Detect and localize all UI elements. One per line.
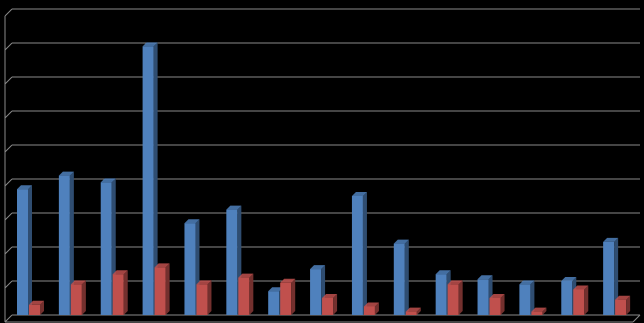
bar-top [17, 185, 32, 190]
bar [112, 274, 124, 315]
bar-top [310, 265, 326, 270]
bar [363, 306, 375, 315]
bar-side [207, 280, 212, 315]
bar [58, 175, 70, 315]
bar-top [70, 280, 86, 285]
bar-side [626, 295, 631, 315]
bar [238, 277, 250, 315]
bar-side [614, 237, 619, 315]
bar-side [458, 280, 463, 315]
bar [154, 267, 166, 315]
bar-top [29, 300, 44, 305]
bar [615, 299, 627, 315]
bar-top [393, 239, 409, 244]
bar [519, 284, 531, 315]
bar [29, 304, 40, 315]
bar-top [573, 285, 589, 290]
bar-side [291, 278, 296, 315]
bar-side [81, 280, 86, 315]
bar-top [435, 270, 451, 275]
bar [489, 298, 501, 315]
bar-top [447, 280, 463, 285]
bar-top [268, 287, 284, 292]
bar [100, 182, 112, 315]
bar [184, 223, 196, 315]
bar-top [142, 42, 158, 47]
bar-top [561, 277, 577, 281]
bar-side [416, 307, 421, 315]
bar [351, 196, 363, 315]
bar-side [374, 302, 379, 315]
bar-top [58, 171, 74, 176]
floor-edge-right [632, 314, 641, 323]
bar-top [363, 302, 379, 307]
bar-side [28, 185, 32, 315]
bar-top [477, 275, 493, 280]
bar-side [500, 294, 505, 315]
bar-top [280, 278, 296, 283]
grid-depth [4, 178, 13, 187]
bar-top [184, 219, 200, 224]
grid-depth [4, 246, 13, 255]
bar-top [405, 307, 421, 312]
bar-side [153, 42, 158, 316]
grid-depth [4, 280, 13, 289]
grid-depth [4, 42, 13, 51]
bar-top [154, 263, 170, 268]
bar-side [165, 263, 170, 315]
bar-top [322, 294, 338, 298]
bar [531, 311, 543, 315]
bar-top [112, 270, 128, 275]
bar-side [123, 270, 128, 315]
bar [142, 46, 154, 316]
grid-depth [4, 76, 13, 85]
bar-top [226, 205, 242, 210]
bar-top [519, 280, 535, 285]
bar-side [584, 285, 589, 315]
bar [447, 284, 459, 315]
bar-top [489, 294, 505, 298]
bar [226, 209, 238, 315]
bar-top [615, 295, 631, 300]
bar [561, 281, 573, 315]
bar [322, 298, 334, 315]
bar [405, 311, 417, 315]
bar-top [100, 178, 116, 183]
bar [17, 189, 28, 315]
bar-side [333, 294, 338, 315]
bar-top [238, 273, 254, 278]
bar [310, 269, 322, 315]
grid-depth [4, 212, 13, 221]
bar-side [249, 273, 254, 315]
grid-depth [4, 144, 13, 153]
bar-side [542, 307, 547, 315]
bar-top [351, 192, 367, 196]
bar [268, 291, 280, 315]
bar [477, 279, 489, 315]
bar-side [404, 239, 409, 315]
bar-side [362, 192, 367, 315]
bar [393, 243, 405, 315]
bar-side [69, 171, 74, 315]
bar-top [531, 307, 547, 312]
grid-depth [4, 110, 13, 119]
bar [280, 282, 292, 315]
grid-depth [4, 8, 13, 17]
grid-depth [4, 314, 13, 323]
bar [603, 241, 615, 315]
bar-top [603, 237, 619, 242]
bar-side [40, 300, 44, 315]
bar [196, 284, 208, 315]
bar [70, 284, 82, 315]
bar-side [530, 280, 535, 315]
bar [573, 289, 585, 315]
bar [435, 274, 447, 315]
bar-top [196, 280, 212, 285]
